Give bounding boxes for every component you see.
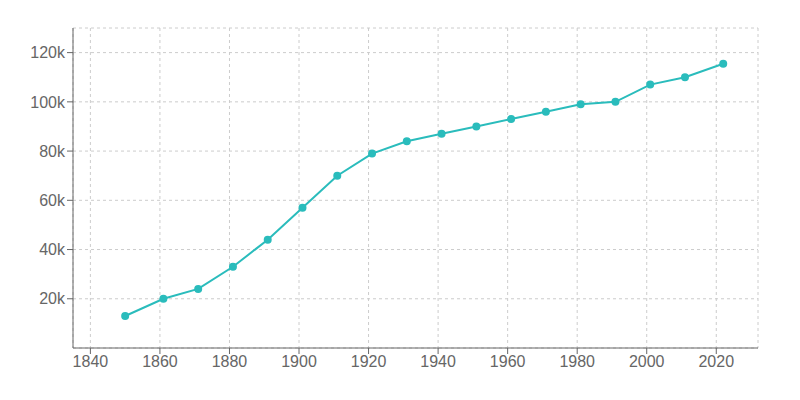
svg-text:1860: 1860 — [142, 353, 178, 370]
svg-text:60k: 60k — [39, 192, 66, 209]
svg-text:2000: 2000 — [629, 353, 665, 370]
svg-text:20k: 20k — [39, 290, 66, 307]
svg-text:40k: 40k — [39, 241, 66, 258]
svg-text:120k: 120k — [30, 44, 66, 61]
svg-text:100k: 100k — [30, 94, 66, 111]
svg-text:1940: 1940 — [420, 353, 456, 370]
svg-text:1900: 1900 — [281, 353, 317, 370]
svg-text:1960: 1960 — [490, 353, 526, 370]
svg-text:1920: 1920 — [351, 353, 387, 370]
svg-text:1980: 1980 — [559, 353, 595, 370]
svg-text:1840: 1840 — [73, 353, 109, 370]
svg-text:80k: 80k — [39, 143, 66, 160]
svg-text:1880: 1880 — [212, 353, 248, 370]
svg-text:2020: 2020 — [698, 353, 734, 370]
